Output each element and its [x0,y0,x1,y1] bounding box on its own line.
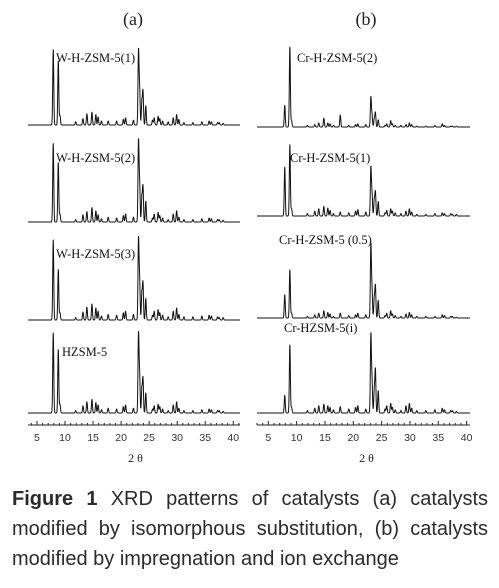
series-label: Cr-H-ZSM-5 (0.5) [279,233,372,247]
x-tick-label: 25 [376,432,388,444]
x-tick-label: 40 [227,432,239,444]
x-tick-label: 30 [171,432,183,444]
x-tick-label: 20 [347,432,359,444]
x-tick-label: 10 [291,432,303,444]
x-tick-label: 15 [87,432,99,444]
series-line [27,138,241,223]
series-line [256,144,471,217]
series-line [27,330,241,414]
caption-text: XRD patterns of catalysts (a) catalysts … [12,488,488,570]
series-label: W-H-ZSM-5(2) [56,151,135,165]
xrd-figure: (a) W-H-ZSM-5(1) W-H-ZSM-5(2) W-H-ZSM-5(3) H… [27,9,473,465]
x-tick-label: 30 [404,432,416,444]
series-line [27,47,241,126]
x-axis-label: 2θ [128,451,146,465]
x-tick-label: 35 [432,432,444,444]
x-axis-label: 2θ [359,451,377,465]
series-label: Cr-H-ZSM-5(2) [297,51,377,65]
panel-title: (b) [356,9,377,30]
x-tick-label: 25 [143,432,155,444]
series-line [256,46,471,128]
series-label: HZSM-5 [62,345,107,359]
x-tick-label: 10 [59,432,71,444]
panel-title: (a) [123,9,143,30]
series-line [256,332,471,414]
x-tick-label: 20 [115,432,127,444]
figure-caption: Figure 1 XRD patterns of catalysts (a) c… [12,484,488,574]
series-line [256,242,471,319]
x-tick-label: 5 [34,432,40,444]
panel-a: (a) W-H-ZSM-5(1) W-H-ZSM-5(2) W-H-ZSM-5(3) H… [27,9,241,465]
series-label: Cr-HZSM-5(i) [284,321,357,335]
x-tick-label: 40 [461,432,473,444]
x-tick-label: 15 [319,432,331,444]
panel-b: (b) Cr-H-ZSM-5(2) Cr-H-ZSM-5(1) Cr-H-ZSM-5 … [256,9,473,465]
x-tick-label: 35 [199,432,211,444]
series-label: W-H-ZSM-5(3) [56,247,135,261]
x-tick-label: 5 [265,432,271,444]
series-line [27,236,241,321]
series-label: W-H-ZSM-5(1) [56,51,135,65]
caption-label: Figure 1 [12,488,98,510]
series-label: Cr-H-ZSM-5(1) [290,151,370,165]
